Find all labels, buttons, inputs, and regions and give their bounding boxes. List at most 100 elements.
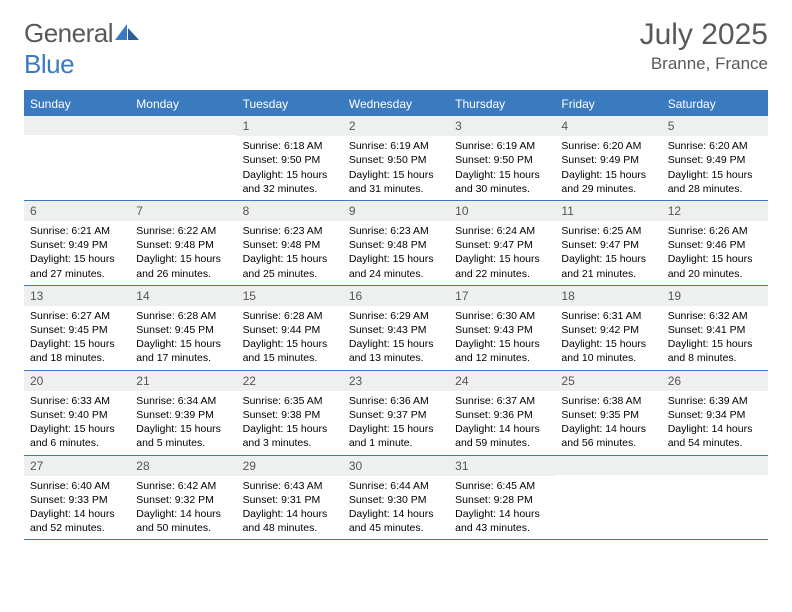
week-row: 6Sunrise: 6:21 AMSunset: 9:49 PMDaylight…	[24, 201, 768, 286]
day-details	[662, 475, 768, 482]
sunrise-text: Sunrise: 6:38 AM	[561, 394, 655, 408]
sunrise-text: Sunrise: 6:40 AM	[30, 479, 124, 493]
daylight-text: Daylight: 15 hours and 22 minutes.	[455, 252, 549, 280]
sunrise-text: Sunrise: 6:21 AM	[30, 224, 124, 238]
day-cell: 18Sunrise: 6:31 AMSunset: 9:42 PMDayligh…	[555, 286, 661, 370]
day-number: 28	[130, 456, 236, 476]
header: GeneralBlue July 2025 Branne, France	[24, 18, 768, 80]
daylight-text: Daylight: 14 hours and 43 minutes.	[455, 507, 549, 535]
location: Branne, France	[640, 54, 768, 74]
day-cell: 13Sunrise: 6:27 AMSunset: 9:45 PMDayligh…	[24, 286, 130, 370]
sunrise-text: Sunrise: 6:35 AM	[243, 394, 337, 408]
sunrise-text: Sunrise: 6:18 AM	[243, 139, 337, 153]
sunrise-text: Sunrise: 6:20 AM	[668, 139, 762, 153]
sunrise-text: Sunrise: 6:24 AM	[455, 224, 549, 238]
day-cell: 16Sunrise: 6:29 AMSunset: 9:43 PMDayligh…	[343, 286, 449, 370]
brand-sail-icon	[113, 18, 141, 38]
daylight-text: Daylight: 15 hours and 5 minutes.	[136, 422, 230, 450]
week-row: 20Sunrise: 6:33 AMSunset: 9:40 PMDayligh…	[24, 371, 768, 456]
day-cell	[24, 116, 130, 200]
day-cell: 15Sunrise: 6:28 AMSunset: 9:44 PMDayligh…	[237, 286, 343, 370]
day-cell: 17 Sunrise: 6:30 AMSunset: 9:43 PMDayligh…	[449, 286, 555, 370]
day-number	[24, 116, 130, 135]
sunset-text: Sunset: 9:46 PM	[668, 238, 762, 252]
day-details: Sunrise: 6:27 AMSunset: 9:45 PMDaylight:…	[24, 306, 130, 370]
weekday-header: Sunday Monday Tuesday Wednesday Thursday…	[24, 92, 768, 116]
sunset-text: Sunset: 9:37 PM	[349, 408, 443, 422]
sunset-text: Sunset: 9:49 PM	[668, 153, 762, 167]
day-cell: 9Sunrise: 6:23 AMSunset: 9:48 PMDaylight…	[343, 201, 449, 285]
daylight-text: Daylight: 15 hours and 13 minutes.	[349, 337, 443, 365]
sunset-text: Sunset: 9:45 PM	[30, 323, 124, 337]
day-details: Sunrise: 6:21 AMSunset: 9:49 PMDaylight:…	[24, 221, 130, 285]
sunset-text: Sunset: 9:43 PM	[349, 323, 443, 337]
daylight-text: Daylight: 15 hours and 25 minutes.	[243, 252, 337, 280]
day-details: Sunrise: 6:22 AMSunset: 9:48 PMDaylight:…	[130, 221, 236, 285]
week-row: 13Sunrise: 6:27 AMSunset: 9:45 PMDayligh…	[24, 286, 768, 371]
title-block: July 2025 Branne, France	[640, 18, 768, 74]
sunset-text: Sunset: 9:48 PM	[136, 238, 230, 252]
day-number: 19	[662, 286, 768, 306]
brand-logo: GeneralBlue	[24, 18, 141, 80]
day-cell: 5Sunrise: 6:20 AMSunset: 9:49 PMDaylight…	[662, 116, 768, 200]
day-details: Sunrise: 6:24 AMSunset: 9:47 PMDaylight:…	[449, 221, 555, 285]
day-details: Sunrise: 6:19 AMSunset: 9:50 PMDaylight:…	[449, 136, 555, 200]
day-number	[555, 456, 661, 475]
daylight-text: Daylight: 15 hours and 30 minutes.	[455, 168, 549, 196]
day-details: Sunrise: 6:45 AMSunset: 9:28 PMDaylight:…	[449, 476, 555, 540]
day-cell: 14Sunrise: 6:28 AMSunset: 9:45 PMDayligh…	[130, 286, 236, 370]
sunset-text: Sunset: 9:32 PM	[136, 493, 230, 507]
day-number: 21	[130, 371, 236, 391]
weekday-label: Friday	[555, 92, 661, 116]
daylight-text: Daylight: 15 hours and 24 minutes.	[349, 252, 443, 280]
day-details: Sunrise: 6:34 AMSunset: 9:39 PMDaylight:…	[130, 391, 236, 455]
calendar: Sunday Monday Tuesday Wednesday Thursday…	[24, 90, 768, 540]
month-title: July 2025	[640, 18, 768, 52]
sunset-text: Sunset: 9:43 PM	[455, 323, 549, 337]
day-cell: 22Sunrise: 6:35 AMSunset: 9:38 PMDayligh…	[237, 371, 343, 455]
day-number: 30	[343, 456, 449, 476]
sunrise-text: Sunrise: 6:34 AM	[136, 394, 230, 408]
sunrise-text: Sunrise: 6:28 AM	[243, 309, 337, 323]
day-cell	[662, 456, 768, 540]
day-details: Sunrise: 6:19 AMSunset: 9:50 PMDaylight:…	[343, 136, 449, 200]
day-number: 14	[130, 286, 236, 306]
daylight-text: Daylight: 15 hours and 8 minutes.	[668, 337, 762, 365]
day-number: 2	[343, 116, 449, 136]
daylight-text: Daylight: 15 hours and 3 minutes.	[243, 422, 337, 450]
day-details: Sunrise: 6:31 AMSunset: 9:42 PMDaylight:…	[555, 306, 661, 370]
week-row: 27Sunrise: 6:40 AMSunset: 9:33 PMDayligh…	[24, 456, 768, 541]
day-number: 17	[449, 286, 555, 306]
day-number: 10	[449, 201, 555, 221]
sunset-text: Sunset: 9:50 PM	[455, 153, 549, 167]
daylight-text: Daylight: 15 hours and 28 minutes.	[668, 168, 762, 196]
sunrise-text: Sunrise: 6:30 AM	[455, 309, 549, 323]
day-cell: 26Sunrise: 6:39 AMSunset: 9:34 PMDayligh…	[662, 371, 768, 455]
day-details	[24, 135, 130, 142]
day-cell: 29Sunrise: 6:43 AMSunset: 9:31 PMDayligh…	[237, 456, 343, 540]
day-number	[130, 116, 236, 135]
day-details: Sunrise: 6:26 AMSunset: 9:46 PMDaylight:…	[662, 221, 768, 285]
day-details: Sunrise: 6:39 AMSunset: 9:34 PMDaylight:…	[662, 391, 768, 455]
sunrise-text: Sunrise: 6:32 AM	[668, 309, 762, 323]
daylight-text: Daylight: 14 hours and 59 minutes.	[455, 422, 549, 450]
day-details: Sunrise: 6:35 AMSunset: 9:38 PMDaylight:…	[237, 391, 343, 455]
day-number: 6	[24, 201, 130, 221]
sunset-text: Sunset: 9:30 PM	[349, 493, 443, 507]
day-cell: 24Sunrise: 6:37 AMSunset: 9:36 PMDayligh…	[449, 371, 555, 455]
day-cell: 7Sunrise: 6:22 AMSunset: 9:48 PMDaylight…	[130, 201, 236, 285]
day-number: 27	[24, 456, 130, 476]
day-details: Sunrise: 6:32 AMSunset: 9:41 PMDaylight:…	[662, 306, 768, 370]
daylight-text: Daylight: 15 hours and 12 minutes.	[455, 337, 549, 365]
day-cell: 30Sunrise: 6:44 AMSunset: 9:30 PMDayligh…	[343, 456, 449, 540]
day-number: 11	[555, 201, 661, 221]
day-details: Sunrise: 6:28 AMSunset: 9:45 PMDaylight:…	[130, 306, 236, 370]
weekday-label: Saturday	[662, 92, 768, 116]
sunset-text: Sunset: 9:50 PM	[243, 153, 337, 167]
sunset-text: Sunset: 9:50 PM	[349, 153, 443, 167]
daylight-text: Daylight: 15 hours and 6 minutes.	[30, 422, 124, 450]
daylight-text: Daylight: 15 hours and 29 minutes.	[561, 168, 655, 196]
daylight-text: Daylight: 14 hours and 54 minutes.	[668, 422, 762, 450]
day-cell: 6Sunrise: 6:21 AMSunset: 9:49 PMDaylight…	[24, 201, 130, 285]
day-number: 25	[555, 371, 661, 391]
